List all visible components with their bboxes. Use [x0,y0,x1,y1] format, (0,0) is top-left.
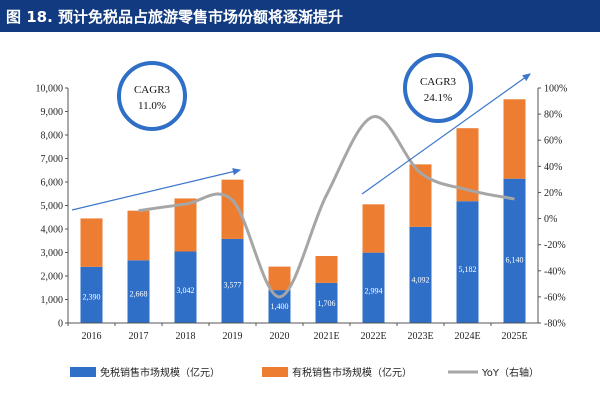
y-left-tick-label: 2,000 [41,272,64,283]
bar-duty-paid [221,179,244,239]
bar-duty-free [456,201,479,323]
x-tick-label: 2020 [270,331,290,342]
bar-duty-free [503,178,526,323]
cagr-value: 24.1% [424,92,452,104]
y-left-tick-label: 6,000 [41,178,64,189]
bar-duty-free [221,238,244,323]
y-right-tick-label: -40% [544,266,566,277]
y-left-tick-label: 8,000 [41,131,64,142]
legend-label-duty-paid: 有税销售市场规模（亿元） [292,366,412,379]
bar-value-label: 5,182 [459,265,477,274]
figure-header: 图 18. 预计免税品占旅游零售市场份额将逐渐提升 [0,0,600,32]
x-tick-label: 2025E [501,331,527,342]
y-left-tick-label: 9,000 [41,107,64,118]
x-tick-label: 2024E [454,331,480,342]
bar-duty-free [409,226,432,323]
y-left-tick-label: 0 [58,319,63,330]
y-right-tick-label: -80% [544,319,566,330]
x-tick-label: 2017 [129,331,149,342]
bar-value-label: 1,400 [271,302,289,311]
y-left-tick-label: 4,000 [41,225,64,236]
y-right-tick-label: -60% [544,292,566,303]
bar-value-label: 1,706 [318,299,336,308]
cagr-circle [403,53,473,123]
legend-label-duty-free: 免税销售市场规模（亿元） [100,366,220,379]
yoy-line [138,115,515,299]
y-right-tick-label: 0% [544,214,557,225]
cagr-label: CAGR3 [134,84,171,96]
bar-duty-free [127,260,150,323]
bar-value-label: 4,092 [412,276,430,285]
bar-duty-paid [456,128,479,202]
x-tick-label: 2018 [176,331,196,342]
bar-value-label: 2,668 [130,290,148,299]
y-right-tick-label: -20% [544,240,566,251]
bar-duty-free [315,282,338,323]
y-right-tick-label: 60% [544,136,562,147]
bar-duty-free [80,266,103,323]
y-left-tick-label: 7,000 [41,154,64,165]
bar-duty-paid [503,99,526,179]
bar-value-label: 2,390 [83,292,101,301]
x-tick-label: 2022E [360,331,386,342]
cagr-label: CAGR3 [420,76,457,88]
bar-value-label: 2,994 [365,286,383,295]
y-right-tick-label: 40% [544,162,562,173]
y-right-tick-label: 20% [544,188,562,199]
bar-duty-free [362,252,385,323]
x-tick-label: 2016 [82,331,102,342]
bar-duty-paid [315,256,338,283]
x-tick-label: 2023E [407,331,433,342]
bar-duty-paid [127,210,150,261]
y-right-tick-label: 100% [544,84,567,95]
y-left-tick-label: 5,000 [41,201,64,212]
y-left-tick-label: 1,000 [41,295,64,306]
bar-duty-free [268,290,291,323]
cagr-value: 11.0% [138,100,166,112]
y-right-tick-label: 80% [544,110,562,121]
bar-duty-free [174,251,197,323]
trend-arrow-2016-2019 [71,168,242,211]
cagr-circle [117,61,187,131]
trend-arrow-2021-2025 [361,73,531,195]
bar-value-label: 3,577 [224,281,242,290]
bar-duty-paid [80,218,103,267]
y-left-tick-label: 3,000 [41,248,64,259]
legend-swatch-duty-paid [262,367,288,377]
bar-duty-paid [174,198,197,252]
bar-duty-paid [268,266,291,291]
x-tick-label: 2019 [223,331,243,342]
y-left-tick-label: 10,000 [36,84,64,95]
legend-swatch-duty-free [70,367,96,377]
bar-duty-paid [362,204,385,253]
bar-duty-paid [409,164,432,227]
bar-value-label: 6,140 [506,255,524,264]
figure-title: 图 18. 预计免税品占旅游零售市场份额将逐渐提升 [6,7,344,26]
x-tick-label: 2021E [313,331,339,342]
chart: 2,390 2,668 3,042 3,577 1,400 1,706 2,994 4,092… [36,53,567,379]
bar-value-label: 3,042 [177,286,195,295]
legend-label-yoy: YoY（右轴） [481,366,539,379]
